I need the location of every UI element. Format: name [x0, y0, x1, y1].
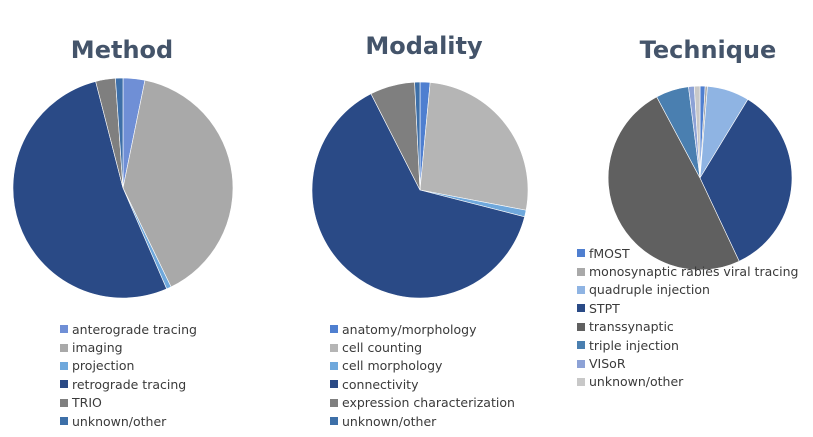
technique-legend-swatch-stpt	[577, 304, 585, 313]
modality-legend-item-connectivity: connectivity	[330, 375, 515, 393]
method-chart-title: Method	[70, 36, 174, 64]
method-legend-item-imaging: imaging	[60, 338, 197, 356]
technique-legend-label-triple-injection: triple injection	[589, 337, 679, 353]
modality-slice-cell-counting	[419, 82, 529, 211]
modality-legend-item-expression-characterization: expression characterization	[330, 394, 515, 412]
method-legend-swatch-unknown-other	[60, 417, 68, 426]
method-legend: anterograde tracing imaging projection retr…	[60, 320, 197, 430]
technique-legend-swatch-quadruple-injection	[577, 285, 585, 294]
method-legend-label-anterograde-tracing: anterograde tracing	[72, 321, 197, 337]
modality-legend-swatch-cell-counting	[330, 343, 338, 352]
technique-legend-item-monosynaptic-rabies-viral-tracing: monosynaptic rabies viral tracing	[577, 262, 798, 280]
method-legend-item-retrograde-tracing: retrograde tracing	[60, 375, 197, 393]
modality-legend-label-cell-counting: cell counting	[342, 340, 423, 356]
method-legend-swatch-anterograde-tracing	[60, 325, 68, 334]
technique-legend-label-fmost: fMOST	[589, 245, 630, 261]
technique-chart-title: Technique	[639, 36, 777, 64]
technique-legend-swatch-fmost	[577, 249, 585, 258]
modality-legend-swatch-anatomy-morphology	[330, 325, 338, 334]
technique-slice-stpt	[699, 98, 793, 262]
modality-legend-label-cell-morphology: cell morphology	[342, 358, 443, 374]
modality-legend-swatch-expression-characterization	[330, 398, 338, 407]
technique-legend-item-quadruple-injection: quadruple injection	[577, 281, 798, 299]
method-legend-item-trio: TRIO	[60, 394, 197, 412]
method-slice-retrograde-tracing	[12, 81, 168, 299]
method-legend-label-unknown-other: unknown/other	[72, 413, 167, 429]
modality-legend-swatch-connectivity	[330, 380, 338, 389]
method-legend-label-projection: projection	[72, 358, 135, 374]
technique-legend-label-visor: VISoR	[589, 356, 626, 372]
technique-legend-label-stpt: STPT	[589, 300, 620, 316]
technique-legend-item-stpt: STPT	[577, 299, 798, 317]
technique-slice-unknown-other	[693, 85, 701, 179]
modality-chart-title: Modality	[365, 32, 483, 60]
technique-legend-item-triple-injection: triple injection	[577, 336, 798, 354]
technique-legend-swatch-transsynaptic	[577, 322, 585, 331]
technique-legend: fMOST monosynaptic rabies viral tracing qu…	[577, 244, 798, 391]
modality-legend-swatch-cell-morphology	[330, 361, 338, 370]
modality-legend-swatch-unknown-other	[330, 417, 338, 426]
method-legend-label-retrograde-tracing: retrograde tracing	[72, 376, 187, 392]
technique-legend-item-transsynaptic: transsynaptic	[577, 318, 798, 336]
method-legend-label-trio: TRIO	[72, 395, 102, 411]
modality-legend-item-cell-morphology: cell morphology	[330, 357, 515, 375]
technique-legend-item-unknown-other: unknown/other	[577, 373, 798, 391]
modality-pie	[311, 81, 529, 299]
method-legend-swatch-imaging	[60, 343, 68, 352]
technique-legend-swatch-visor	[577, 359, 585, 368]
technique-legend-label-quadruple-injection: quadruple injection	[589, 282, 710, 298]
modality-legend-item-unknown-other: unknown/other	[330, 412, 515, 430]
modality-slice-connectivity	[311, 93, 525, 299]
technique-legend-swatch-triple-injection	[577, 341, 585, 350]
modality-legend-label-connectivity: connectivity	[342, 376, 419, 392]
technique-legend-swatch-unknown-other	[577, 377, 585, 386]
modality-legend-label-expression-characterization: expression characterization	[342, 395, 515, 411]
method-legend-item-unknown-other: unknown/other	[60, 412, 197, 430]
method-legend-swatch-projection	[60, 361, 68, 370]
modality-legend: anatomy/morphology cell counting cell morp…	[330, 320, 515, 430]
method-legend-swatch-trio	[60, 398, 68, 407]
technique-slice-transsynaptic	[607, 96, 740, 271]
modality-legend-label-unknown-other: unknown/other	[342, 413, 437, 429]
method-legend-swatch-retrograde-tracing	[60, 380, 68, 389]
technique-pie	[607, 85, 793, 271]
technique-legend-label-unknown-other: unknown/other	[589, 374, 684, 390]
technique-legend-item-visor: VISoR	[577, 354, 798, 372]
technique-legend-item-fmost: fMOST	[577, 244, 798, 262]
method-legend-label-imaging: imaging	[72, 340, 123, 356]
method-pie	[12, 77, 234, 299]
modality-legend-item-anatomy-morphology: anatomy/morphology	[330, 320, 515, 338]
technique-legend-label-monosynaptic-rabies-viral-tracing: monosynaptic rabies viral tracing	[589, 264, 799, 280]
technique-legend-label-transsynaptic: transsynaptic	[589, 319, 674, 335]
method-legend-item-projection: projection	[60, 357, 197, 375]
method-legend-item-anterograde-tracing: anterograde tracing	[60, 320, 197, 338]
technique-legend-swatch-monosynaptic-rabies-viral-tracing	[577, 267, 585, 276]
modality-slice-unknown-other	[414, 81, 421, 191]
method-slice-imaging	[122, 79, 234, 288]
modality-legend-label-anatomy-morphology: anatomy/morphology	[342, 321, 477, 337]
method-slice-unknown-other	[115, 77, 124, 189]
modality-legend-item-cell-counting: cell counting	[330, 338, 515, 356]
